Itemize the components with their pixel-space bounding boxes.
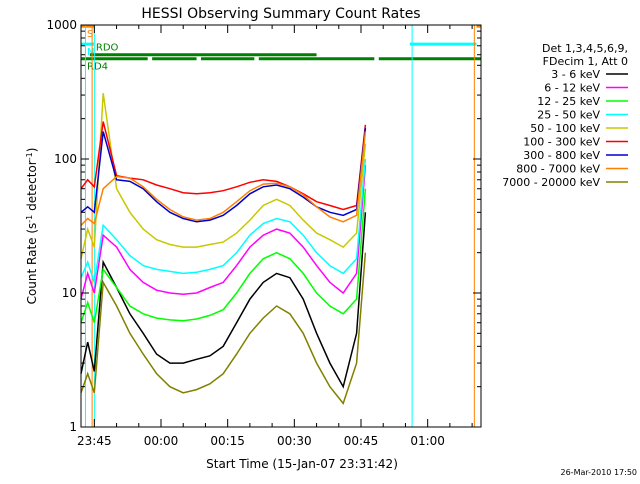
- x-tick-label: 01:00: [410, 434, 445, 448]
- legend-label: 12 - 25 keV: [537, 95, 600, 108]
- y-axis-label: Count Rate (s-1 detector-1): [25, 148, 39, 305]
- plot-area-frame: [80, 24, 482, 428]
- legend-label: 50 - 100 keV: [530, 122, 600, 135]
- flag-label: N: [87, 47, 94, 58]
- flag-label: S: [87, 29, 93, 40]
- y-axis-label-sup: -1: [25, 215, 34, 223]
- chart-title: HESSI Observing Summary Count Rates: [141, 6, 420, 22]
- legend-label: 100 - 300 keV: [523, 136, 600, 149]
- series-line: [80, 165, 367, 300]
- legend: Det 1,3,4,5,6,9,FDecim 1, Att 03 - 6 keV…: [502, 42, 628, 189]
- legend-label: 3 - 6 keV: [551, 68, 600, 81]
- vline-layer: [84, 25, 475, 427]
- flag-layer: SN RDO RD4: [81, 24, 481, 73]
- series-layer: [80, 93, 367, 405]
- series-line: [80, 121, 367, 211]
- flag-label: RDO: [96, 43, 119, 54]
- x-tick-label: 23:45: [77, 434, 112, 448]
- legend-header: Det 1,3,4,5,6,9,: [542, 42, 628, 55]
- series-line: [80, 128, 367, 223]
- y-tick-label: 1: [69, 420, 77, 434]
- axis-layer: 1 10 100 1000 23:45 00:00 00:15 00:30 00:45 01:00: [46, 18, 481, 448]
- x-tick-label: 00:30: [277, 434, 312, 448]
- legend-label: 7000 - 20000 keV: [502, 176, 600, 189]
- x-tick-label: 00:45: [344, 434, 379, 448]
- series-line: [80, 131, 367, 226]
- y-axis-label-part: ): [25, 148, 39, 153]
- x-tick-label: 00:15: [210, 434, 245, 448]
- y-axis-label-sup: -1: [25, 152, 34, 160]
- x-tick-label: 00:00: [144, 434, 179, 448]
- legend-label: 800 - 7000 keV: [516, 163, 600, 176]
- plot-timestamp: 26-Mar-2010 17:50: [561, 468, 638, 477]
- x-axis-label: Start Time (15-Jan-07 23:31:42): [206, 457, 398, 471]
- series-line: [80, 188, 367, 323]
- y-tick-label: 100: [54, 152, 77, 166]
- series-line: [80, 93, 367, 259]
- legend-label: 25 - 50 keV: [537, 109, 600, 122]
- legend-label: 300 - 800 keV: [523, 149, 600, 162]
- y-tick-label: 10: [62, 286, 77, 300]
- y-axis-label-part: detector: [25, 160, 39, 215]
- legend-label: 6 - 12 keV: [544, 82, 600, 95]
- y-tick-label: 1000: [46, 18, 77, 32]
- y-axis-label-part: Count Rate (s: [25, 223, 39, 305]
- legend-header: FDecim 1, Att 0: [543, 55, 628, 68]
- series-line: [80, 252, 367, 405]
- series-line: [80, 158, 367, 283]
- flag-label: RD4: [87, 62, 108, 73]
